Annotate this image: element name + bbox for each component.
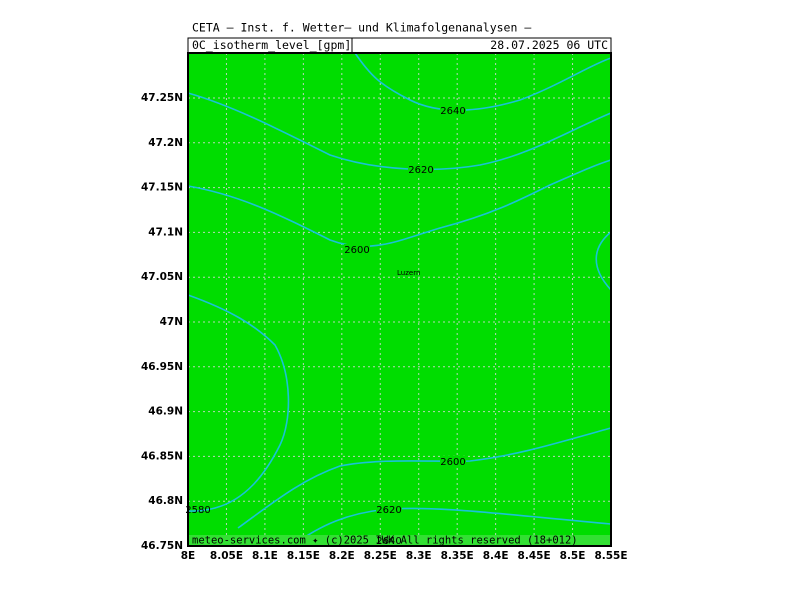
map-area xyxy=(188,53,611,546)
label-bg xyxy=(408,164,434,176)
contour-label: 2600 xyxy=(440,457,465,468)
contour-label: 2620 xyxy=(408,165,433,176)
x-tick-label: 8.4E xyxy=(483,550,509,562)
footer-bar xyxy=(188,535,611,546)
contours xyxy=(187,52,612,547)
y-tick-label: 46.8N xyxy=(148,495,183,507)
x-tick-label: 8.05E xyxy=(210,550,243,562)
x-tick-label: 8.3E xyxy=(406,550,432,562)
label-bg xyxy=(440,456,466,468)
contour-label: 2580 xyxy=(185,505,210,516)
date: 28.07.2025 06 UTC xyxy=(490,38,608,52)
contour-label: 2600 xyxy=(344,245,369,256)
contour-label: 2640 xyxy=(376,536,401,547)
x-tick-label: 8.15E xyxy=(287,550,320,562)
map-frame xyxy=(187,52,612,547)
y-tick-label: 47.25N xyxy=(141,92,183,104)
contour xyxy=(187,159,612,248)
x-tick-label: 8.55E xyxy=(594,550,627,562)
contour xyxy=(595,231,612,291)
y-tick-label: 46.9N xyxy=(148,406,183,418)
y-tick-label: 47.15N xyxy=(141,182,183,194)
contour-label: 2620 xyxy=(376,505,401,516)
y-tick-label: 47.2N xyxy=(148,137,183,149)
x-tick-label: 8E xyxy=(181,550,195,562)
place-label: Luzern xyxy=(397,269,420,277)
y-tick-label: 46.95N xyxy=(141,361,183,373)
label-bg xyxy=(376,504,402,516)
x-tick-label: 8.1E xyxy=(252,550,278,562)
x-tick-label: 8.2E xyxy=(329,550,355,562)
contour-label: 2640 xyxy=(440,106,465,117)
label-bg xyxy=(344,244,370,256)
y-tick-label: 47.05N xyxy=(141,271,183,283)
contour xyxy=(187,92,612,171)
footer: meteo-services.com ✦ (c)2025 IWK All rig… xyxy=(192,535,578,547)
contour xyxy=(354,52,612,111)
contour xyxy=(237,427,612,529)
x-tick-label: 8.35E xyxy=(441,550,474,562)
x-tick-label: 8.45E xyxy=(518,550,551,562)
label-bg xyxy=(440,105,466,117)
y-tick-label: 47N xyxy=(160,316,183,328)
x-tick-label: 8.5E xyxy=(560,550,586,562)
x-tick-label: 8.25E xyxy=(364,550,397,562)
grid xyxy=(188,53,611,546)
y-tick-label: 46.85N xyxy=(141,450,183,462)
header-title: CETA — Inst. f. Wetter— und Klimafolgena… xyxy=(192,21,531,35)
contour xyxy=(187,294,290,512)
y-tick-label: 46.75N xyxy=(141,540,183,552)
contour-labels: 2640 2620 2600 2600 2620 2580 xyxy=(185,105,466,516)
y-tick-label: 47.1N xyxy=(148,226,183,238)
field-name: 0C_isotherm_level_[gpm] xyxy=(192,38,351,52)
